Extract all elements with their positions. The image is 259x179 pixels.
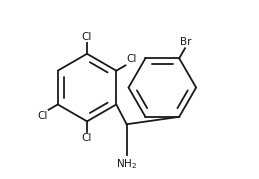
Text: Br: Br — [180, 37, 191, 47]
Text: Cl: Cl — [82, 133, 92, 143]
Text: Cl: Cl — [126, 54, 137, 64]
Text: Cl: Cl — [37, 111, 48, 121]
Text: NH$_2$: NH$_2$ — [116, 157, 137, 171]
Text: Cl: Cl — [82, 32, 92, 42]
